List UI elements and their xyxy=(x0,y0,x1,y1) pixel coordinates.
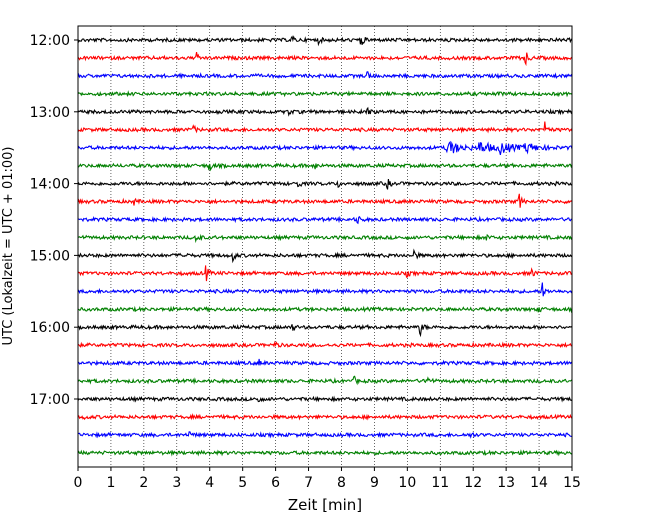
x-tick-label: 12 xyxy=(464,475,482,491)
trace-1315 xyxy=(77,121,573,134)
x-tick-label: 2 xyxy=(139,475,148,491)
y-tick-label: 12:00 xyxy=(30,33,70,49)
y-tick-label: 14:00 xyxy=(30,177,70,193)
x-tick-label: 0 xyxy=(74,475,83,491)
trace-1545 xyxy=(77,305,573,314)
x-tick-label: 7 xyxy=(304,475,313,491)
x-tick-label: 1 xyxy=(106,475,115,491)
y-axis-ticks: 12:00 13:00 14:00 15:00 16:00 17:00 xyxy=(30,33,78,408)
x-tick-label: 4 xyxy=(205,475,214,491)
trace-1300 xyxy=(77,106,573,117)
trace-1445 xyxy=(77,233,573,244)
trace-1715 xyxy=(77,413,573,421)
x-tick-label: 9 xyxy=(370,475,379,491)
trace-1415 xyxy=(77,193,573,208)
trace-1330 xyxy=(77,140,573,156)
trace-1515 xyxy=(77,265,573,282)
y-tick-label: 15:00 xyxy=(30,248,70,264)
x-tick-label: 15 xyxy=(563,475,581,491)
trace-1600 xyxy=(78,323,573,338)
y-axis-label: UTC (Lokalzeit = UTC + 01:00) xyxy=(1,147,16,346)
y-tick-label: 17:00 xyxy=(30,392,70,408)
x-tick-label: 14 xyxy=(530,475,548,491)
trace-1645 xyxy=(77,375,573,386)
trace-1530 xyxy=(77,282,573,297)
trace-rows xyxy=(77,35,573,457)
trace-1230 xyxy=(77,71,573,80)
x-tick-label: 3 xyxy=(172,475,181,491)
trace-1730 xyxy=(77,431,573,439)
trace-1245 xyxy=(77,90,573,98)
trace-1630 xyxy=(77,358,573,367)
x-axis-label: Zeit [min] xyxy=(288,496,362,514)
plot-frame xyxy=(77,25,573,468)
trace-1500 xyxy=(77,248,573,264)
x-tick-label: 13 xyxy=(497,475,515,491)
trace-1700 xyxy=(77,395,573,403)
x-tick-label: 5 xyxy=(238,475,247,491)
x-tick-label: 6 xyxy=(271,475,280,491)
trace-1400 xyxy=(77,178,572,190)
x-tick-label: 11 xyxy=(431,475,449,491)
x-tick-label: 8 xyxy=(337,475,346,491)
x-tick-label: 10 xyxy=(398,475,416,491)
trace-1345 xyxy=(77,162,573,172)
trace-1745 xyxy=(77,449,573,457)
trace-1215 xyxy=(77,52,573,67)
y-tick-label: 16:00 xyxy=(30,320,70,336)
trace-1615 xyxy=(77,340,573,349)
y-tick-label: 13:00 xyxy=(30,105,70,121)
x-axis-ticks: 0 1 2 3 4 5 6 7 8 9 10 11 12 13 14 15 xyxy=(74,467,581,491)
trace-1200 xyxy=(77,35,573,47)
trace-1430 xyxy=(77,215,573,225)
